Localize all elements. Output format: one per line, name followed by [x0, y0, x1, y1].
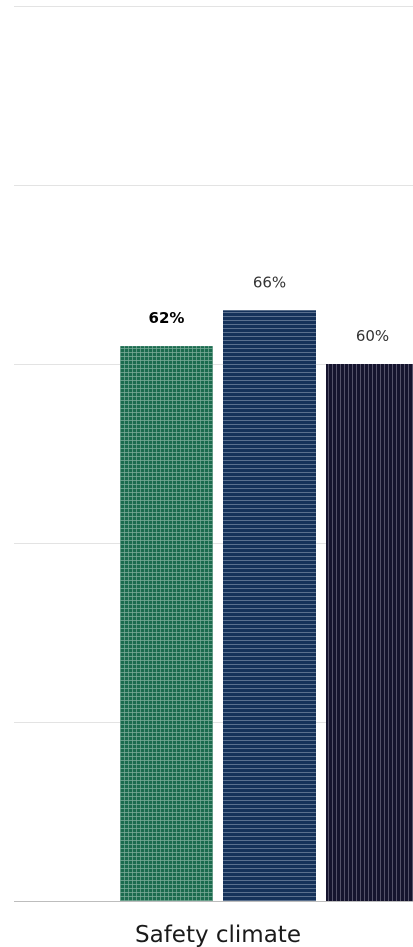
gridlines	[14, 6, 413, 902]
bar-2	[223, 310, 316, 901]
bar-3	[326, 364, 413, 901]
x-axis: Safety climate	[135, 922, 301, 947]
data-labels: 62% 66% 60%	[149, 273, 390, 345]
bars	[120, 310, 413, 902]
data-label-2: 66%	[253, 273, 286, 291]
data-label-1: 62%	[149, 309, 185, 327]
bar-1	[120, 346, 213, 902]
data-label-3: 60%	[356, 327, 389, 345]
x-tick-label: Safety climate	[135, 922, 301, 947]
